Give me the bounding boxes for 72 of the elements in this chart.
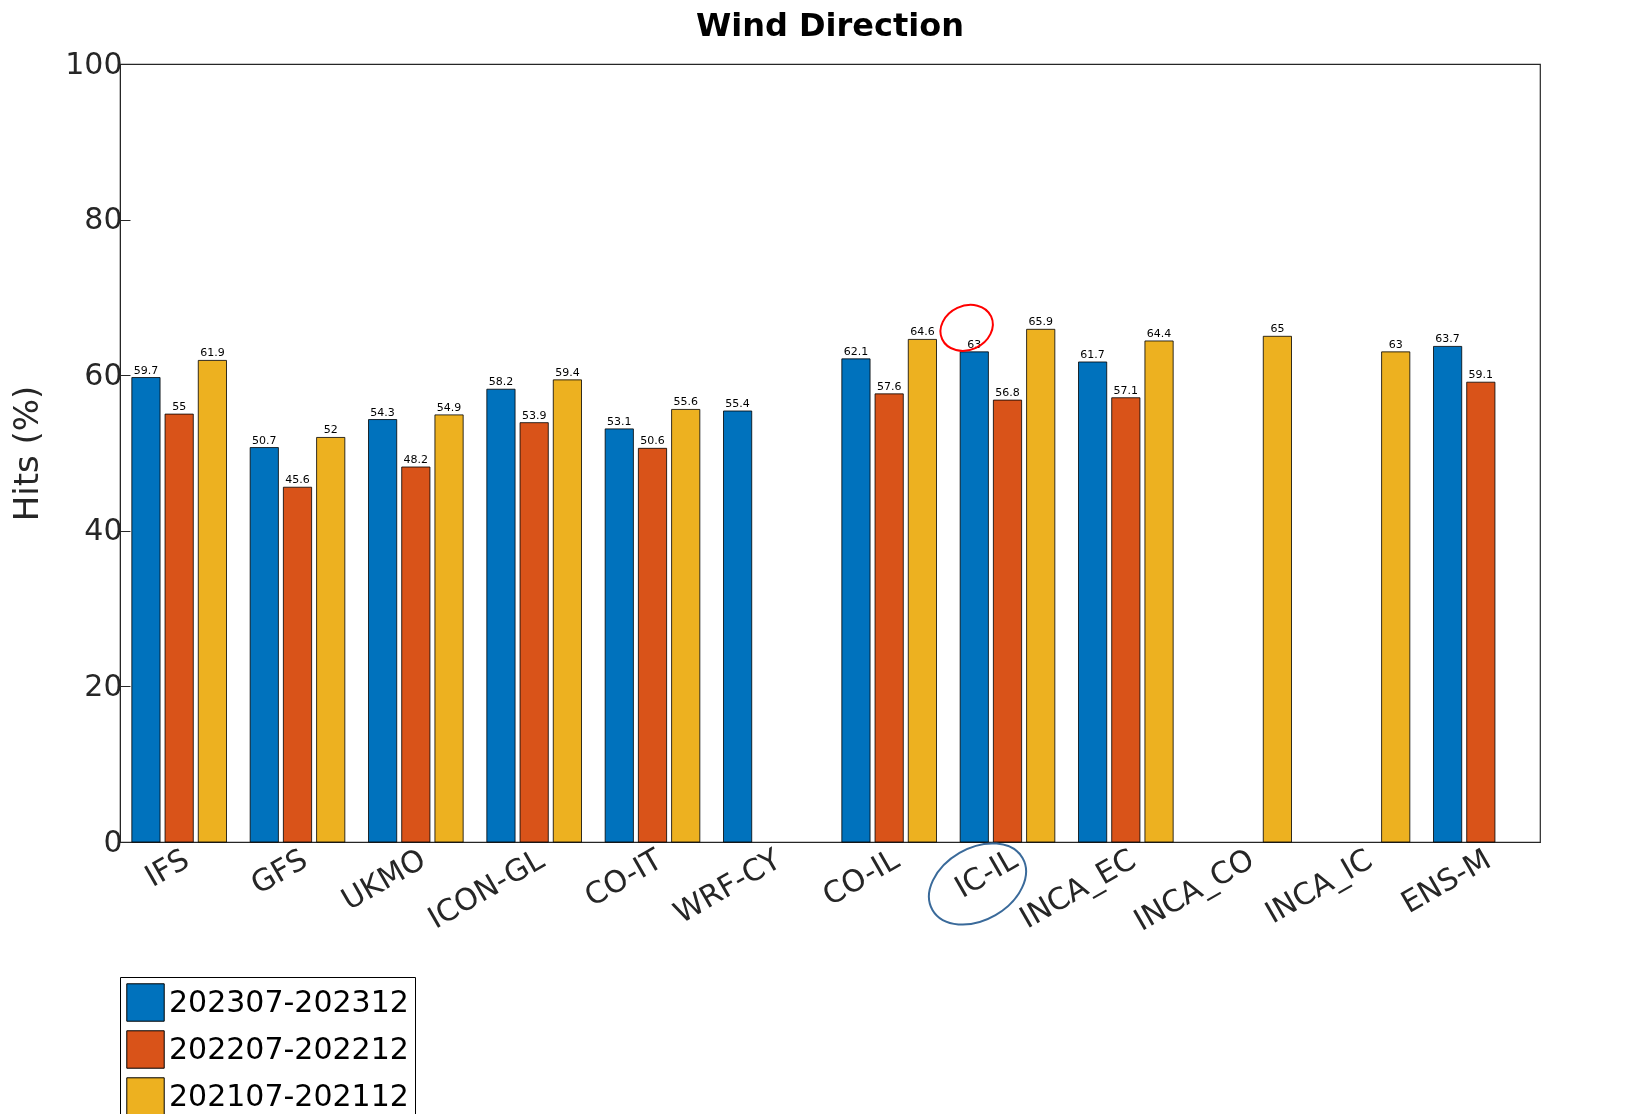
bar [197,360,227,843]
data-label: 65.9 [1028,315,1053,329]
bar [1466,381,1496,843]
bar [671,409,701,843]
bar [874,393,904,843]
bar [519,422,549,843]
x-tick-label: IFS [138,841,195,894]
y-tick-label: 60 [84,356,123,392]
x-tick-label: GFS [244,841,313,901]
data-label: 55.6 [673,395,698,409]
data-label: 61.9 [200,346,225,360]
data-label: 65 [1270,322,1285,336]
data-label: 50.6 [640,434,665,448]
bar [723,410,753,843]
bar [992,399,1023,843]
data-label: 55 [172,400,187,414]
bar [434,414,464,843]
bar [401,466,431,843]
data-label: 59.4 [555,365,580,379]
data-label: 54.3 [370,405,395,419]
bar [1078,361,1108,843]
y-tick-label: 20 [84,667,123,703]
data-label: 59.1 [1468,368,1494,382]
data-label: 50.7 [252,433,277,447]
y-axis-title: Hits (%) [6,385,47,522]
legend-label: 202107-202112 [169,1077,409,1113]
bar [486,388,516,843]
data-label: 48.2 [403,453,429,466]
bar [1111,397,1141,843]
y-tick-label: 40 [84,512,123,548]
bar [1381,351,1411,843]
bar [164,413,194,843]
bar [1144,340,1174,843]
bar [552,379,582,843]
data-label: 54.9 [436,400,462,414]
bar [959,351,989,843]
bar [368,419,398,843]
y-tick-label: 100 [65,45,123,81]
data-label: 53.1 [607,414,632,428]
bar [131,377,161,843]
data-label: 55.4 [725,396,750,410]
legend-label: 202207-202212 [169,1030,409,1066]
data-label: 62.1 [843,344,869,358]
data-label: 63.7 [1435,332,1460,346]
y-tick-label: 80 [84,201,123,237]
data-label: 53.9 [521,408,547,422]
data-label: 56.8 [995,386,1020,400]
data-label: 64.6 [910,325,935,339]
bar [1433,346,1463,843]
bar [907,339,937,843]
data-label: 58.2 [488,375,514,389]
data-label: 63 [1388,337,1403,351]
x-tick-label: IC-IL [948,840,1024,905]
bar [282,486,313,843]
bar [316,437,346,843]
data-label: 45.6 [285,473,310,487]
data-label: 61.7 [1080,347,1105,361]
legend-label: 202307-202312 [169,983,409,1019]
data-label: 59.7 [133,363,159,377]
data-label: 57.1 [1113,383,1139,397]
bar [841,358,871,843]
data-label: 64.4 [1146,326,1172,340]
bar [604,428,634,843]
bar [249,447,279,843]
data-label: 57.6 [876,379,902,393]
y-tick-label: 0 [103,823,123,859]
bar [1262,335,1292,843]
chart-title: Wind Direction [695,6,965,44]
data-label: 52 [323,423,338,437]
bar [1026,328,1056,843]
bar [637,447,668,843]
x-tick-label: CO-IL [816,840,905,913]
